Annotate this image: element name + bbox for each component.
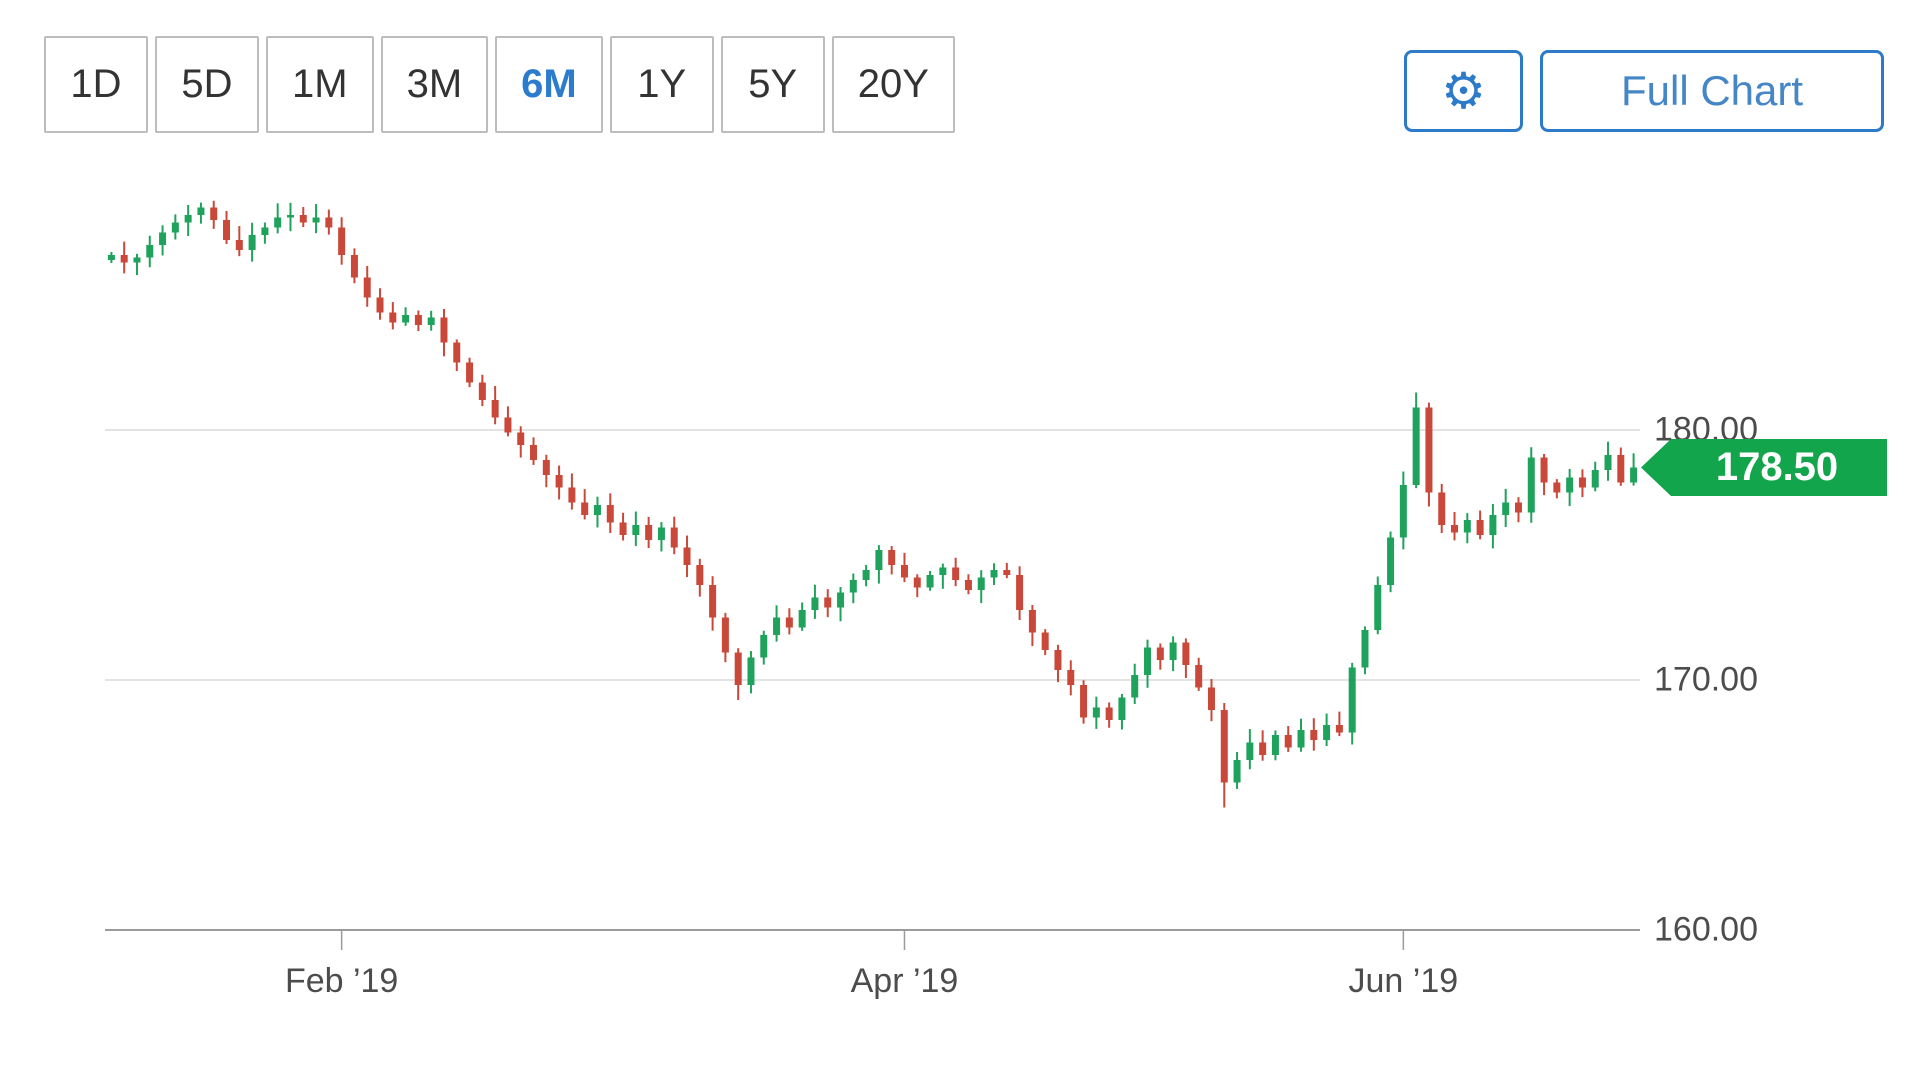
x-axis-label: Jun ’19	[1348, 962, 1459, 1000]
range-selector: 1D 5D 1M 3M 6M 1Y 5Y 20Y	[44, 36, 955, 133]
last-price-badge: 178.50	[1641, 439, 1887, 496]
y-axis-label: 160.00	[1654, 910, 1758, 949]
gear-icon: ⚙	[1441, 63, 1486, 119]
full-chart-button[interactable]: Full Chart	[1540, 50, 1884, 132]
range-button-1y[interactable]: 1Y	[609, 36, 714, 133]
range-button-20y[interactable]: 20Y	[831, 36, 955, 133]
range-button-5d[interactable]: 5D	[155, 36, 259, 133]
x-axis-label: Feb ’19	[284, 962, 399, 1000]
range-button-5y[interactable]: 5Y	[720, 36, 825, 133]
x-axis-label: Apr ’19	[850, 962, 959, 1000]
range-button-3m[interactable]: 3M	[380, 36, 489, 133]
settings-button[interactable]: ⚙	[1404, 50, 1523, 132]
range-button-1m[interactable]: 1M	[266, 36, 374, 133]
range-button-1d[interactable]: 1D	[44, 36, 148, 133]
range-button-6m[interactable]: 6M	[495, 36, 603, 133]
y-axis-label: 170.00	[1654, 660, 1758, 699]
